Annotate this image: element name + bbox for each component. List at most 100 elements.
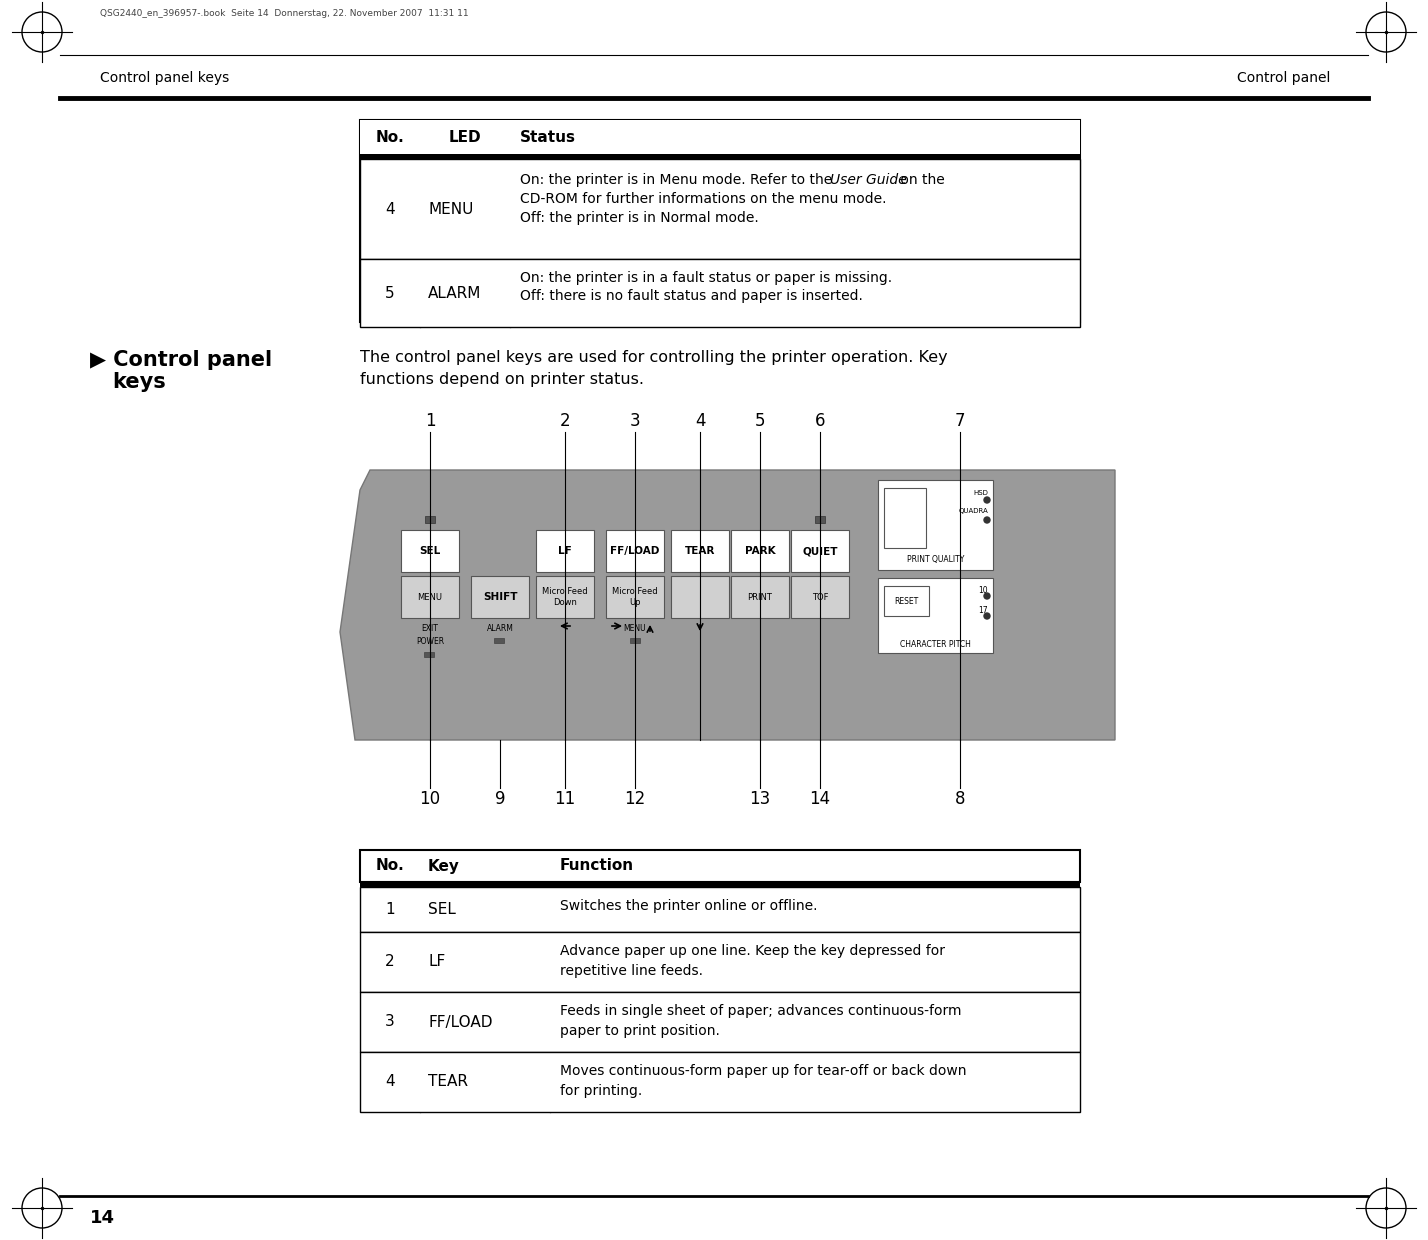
Text: PRINT: PRINT <box>748 593 773 601</box>
Bar <box>360 120 1080 154</box>
Text: 2: 2 <box>560 412 570 430</box>
Text: 12: 12 <box>624 790 645 808</box>
Text: 14: 14 <box>90 1209 116 1228</box>
Text: Status: Status <box>520 129 575 145</box>
Bar <box>471 577 528 618</box>
Text: The control panel keys are used for controlling the printer operation. Key: The control panel keys are used for cont… <box>360 350 948 365</box>
Bar <box>494 639 504 644</box>
Text: Function: Function <box>560 858 634 873</box>
Text: 8: 8 <box>955 790 965 808</box>
Text: 3: 3 <box>386 1014 396 1029</box>
Bar <box>791 577 850 618</box>
Text: QUADRA: QUADRA <box>958 508 988 515</box>
Bar <box>671 577 730 618</box>
Text: repetitive line feeds.: repetitive line feeds. <box>560 963 703 978</box>
Text: 17: 17 <box>978 606 988 615</box>
Text: 4: 4 <box>386 1075 394 1090</box>
Text: CHARACTER PITCH: CHARACTER PITCH <box>900 640 971 649</box>
Text: 10: 10 <box>420 790 441 808</box>
Text: RESET: RESET <box>894 596 918 605</box>
Bar <box>878 480 992 570</box>
Text: Control panel: Control panel <box>1237 71 1329 86</box>
Text: 14: 14 <box>810 790 831 808</box>
Bar <box>671 529 730 572</box>
Bar <box>605 577 664 618</box>
Bar <box>360 992 1080 1052</box>
Bar <box>360 259 1080 327</box>
Text: keys: keys <box>111 372 166 392</box>
Bar <box>360 1052 1080 1112</box>
Bar <box>731 577 790 618</box>
Text: TEAR: TEAR <box>428 1075 468 1090</box>
Text: 9: 9 <box>494 790 506 808</box>
Text: TEAR: TEAR <box>685 546 715 556</box>
Bar <box>360 882 1080 887</box>
Bar <box>360 887 1080 932</box>
Text: HSD: HSD <box>972 490 988 496</box>
Text: 1: 1 <box>424 412 436 430</box>
Bar <box>360 154 1080 159</box>
Bar <box>884 587 930 616</box>
Text: 2: 2 <box>386 955 394 970</box>
Text: SEL: SEL <box>420 546 441 556</box>
Text: Micro Feed
Down: Micro Feed Down <box>543 588 588 606</box>
Text: User Guide: User Guide <box>830 174 907 187</box>
Text: QSG2440_en_396957-.book  Seite 14  Donnerstag, 22. November 2007  11:31 11: QSG2440_en_396957-.book Seite 14 Donners… <box>100 10 468 19</box>
Text: On: the printer is in Menu mode. Refer to the: On: the printer is in Menu mode. Refer t… <box>520 174 837 187</box>
Text: SHIFT: SHIFT <box>483 591 517 601</box>
Text: LED: LED <box>448 129 481 145</box>
Text: 11: 11 <box>554 790 575 808</box>
Text: functions depend on printer status.: functions depend on printer status. <box>360 372 644 387</box>
Text: Off: the printer is in Normal mode.: Off: the printer is in Normal mode. <box>520 211 758 224</box>
Text: Control panel keys: Control panel keys <box>100 71 230 86</box>
Text: FF/LOAD: FF/LOAD <box>428 1014 493 1029</box>
Text: 4: 4 <box>695 412 705 430</box>
Bar <box>731 529 790 572</box>
Text: 3: 3 <box>630 412 640 430</box>
Text: Off: there is no fault status and paper is inserted.: Off: there is no fault status and paper … <box>520 289 863 303</box>
Text: FF/LOAD: FF/LOAD <box>610 546 660 556</box>
Text: No.: No. <box>376 129 404 145</box>
Circle shape <box>984 497 990 503</box>
Bar <box>360 120 1080 322</box>
Text: MENU: MENU <box>417 593 443 601</box>
Text: 10: 10 <box>978 587 988 595</box>
Bar <box>360 932 1080 992</box>
Bar <box>630 639 640 644</box>
Text: LF: LF <box>558 546 571 556</box>
Bar <box>791 529 850 572</box>
Text: ALARM: ALARM <box>428 285 481 300</box>
Text: 7: 7 <box>955 412 965 430</box>
Bar <box>605 529 664 572</box>
Bar <box>536 529 594 572</box>
Bar <box>424 652 434 657</box>
Text: No.: No. <box>376 858 404 873</box>
Bar <box>401 577 458 618</box>
Text: POWER: POWER <box>416 637 444 646</box>
Text: 6: 6 <box>815 412 825 430</box>
Text: EXIT: EXIT <box>421 624 438 632</box>
Text: LF: LF <box>428 955 446 970</box>
Text: SEL: SEL <box>428 901 456 918</box>
Polygon shape <box>340 470 1115 740</box>
Text: On: the printer is in a fault status or paper is missing.: On: the printer is in a fault status or … <box>520 272 892 285</box>
Text: paper to print position.: paper to print position. <box>560 1024 720 1038</box>
Text: 13: 13 <box>750 790 771 808</box>
Bar <box>884 489 925 548</box>
Bar <box>878 578 992 653</box>
Text: ALARM: ALARM <box>487 624 514 632</box>
Text: Advance paper up one line. Keep the key depressed for: Advance paper up one line. Keep the key … <box>560 944 945 959</box>
Text: MENU: MENU <box>428 201 473 217</box>
Text: Key: Key <box>428 858 460 873</box>
Text: PARK: PARK <box>744 546 775 556</box>
Text: 5: 5 <box>386 285 394 300</box>
Text: for printing.: for printing. <box>560 1084 643 1097</box>
Text: 1: 1 <box>386 901 394 918</box>
Bar <box>360 159 1080 259</box>
Text: PRINT QUALITY: PRINT QUALITY <box>907 556 964 564</box>
Bar <box>815 516 825 523</box>
Text: QUIET: QUIET <box>803 546 838 556</box>
Text: 5: 5 <box>755 412 765 430</box>
Text: on the: on the <box>895 174 945 187</box>
Text: 4: 4 <box>386 201 394 217</box>
